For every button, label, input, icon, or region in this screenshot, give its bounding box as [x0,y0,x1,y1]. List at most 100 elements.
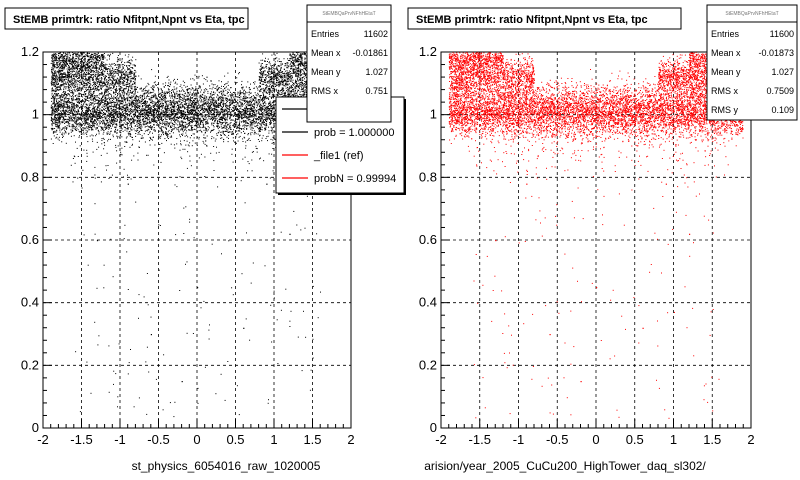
data-point [201,121,202,123]
data-point [54,97,56,99]
data-point [72,126,74,128]
data-point [108,128,110,130]
data-point [186,140,188,142]
data-point [187,93,189,95]
data-point [126,136,128,138]
data-point [60,105,62,107]
data-point [125,106,127,108]
data-point [70,113,72,114]
data-point [54,117,56,118]
data-point [185,132,187,134]
data-point [209,110,211,111]
data-point [216,135,218,136]
data-point [124,119,125,121]
data-point [105,103,107,105]
data-point [259,113,261,115]
data-point [130,100,132,102]
data-point [162,96,164,98]
data-point [136,128,138,129]
data-point [207,129,209,131]
data-point [133,95,135,97]
data-point [198,130,200,132]
data-point [221,106,223,108]
data-point [94,119,96,120]
data-point [104,106,106,108]
data-point [134,125,136,127]
data-point [61,93,63,95]
data-point [107,108,109,110]
data-point [125,127,126,129]
data-point [217,109,219,111]
data-point [147,122,149,124]
data-point [93,107,95,109]
data-point [159,121,161,123]
data-point [242,116,244,118]
data-point [220,134,222,136]
data-point [74,117,76,118]
data-point [112,134,114,136]
data-point [198,126,200,128]
data-point [130,129,132,131]
data-point [224,87,226,89]
data-point [93,124,95,126]
data-point [156,120,158,122]
data-point [86,113,88,115]
data-point [253,106,255,108]
data-point [268,112,270,114]
data-point [127,109,129,111]
data-point [185,114,187,116]
data-point [79,131,81,133]
data-point [207,116,209,118]
data-point [142,137,144,139]
data-point [234,99,236,101]
data-point [113,120,115,122]
data-point [156,114,158,116]
data-point [234,120,236,122]
data-point [186,107,188,108]
data-point [75,129,77,131]
data-point [164,117,166,119]
data-point [106,133,108,135]
data-point [61,106,63,108]
data-point [216,112,218,114]
data-point [89,114,91,116]
data-point [85,107,87,109]
data-point [255,86,257,88]
data-point [218,104,219,106]
data-point [100,103,102,104]
data-point [147,118,148,120]
data-point [86,112,88,114]
data-point [191,122,193,124]
data-point [144,124,146,126]
data-point [69,123,71,125]
data-point [239,113,241,115]
data-point [175,106,177,108]
data-point [256,119,258,121]
data-point [169,104,171,106]
data-point [83,112,84,114]
data-point [200,101,202,103]
data-point [133,122,135,124]
data-point [199,87,201,89]
data-point [67,121,68,123]
data-point [202,120,204,122]
data-point [103,120,105,122]
data-point [199,111,201,113]
data-point [194,108,196,110]
data-point [89,124,91,126]
data-point [159,118,161,120]
data-point [254,125,256,127]
data-point [264,110,266,112]
data-point [164,98,166,100]
data-point [214,140,216,142]
data-point [253,123,255,125]
data-point [119,94,121,96]
data-point [259,121,261,122]
data-point [187,136,189,138]
data-point [117,136,119,138]
data-point [138,140,140,142]
data-point [99,117,100,119]
data-point [97,101,99,103]
data-point [161,129,162,131]
data-point [91,138,93,140]
